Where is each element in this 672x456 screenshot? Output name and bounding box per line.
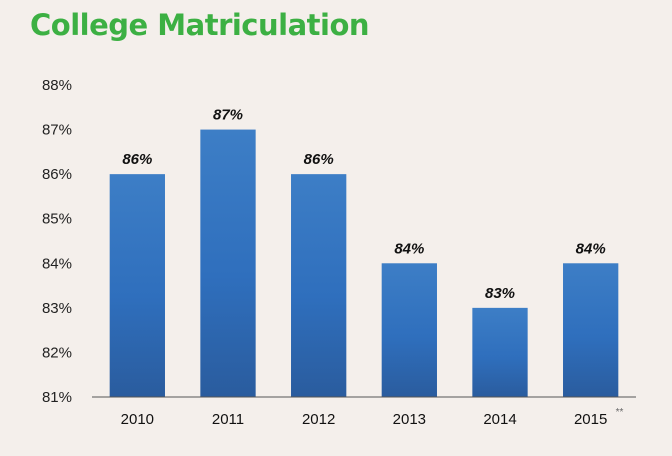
category-footnote-marker: ** — [616, 407, 624, 418]
x-tick-label-2010: 2010 — [121, 411, 154, 428]
data-label-2015: 84% — [576, 240, 606, 257]
chart-title: College Matriculation — [30, 8, 370, 42]
y-axis: 81% 82% 83% 84% 85% 86% 87% 88% — [42, 77, 72, 406]
y-tick-label: 87% — [42, 122, 72, 139]
y-tick-label: 84% — [42, 255, 72, 272]
y-tick-label: 82% — [42, 344, 72, 361]
x-tick-label-2014: 2014 — [483, 411, 516, 428]
x-tick-label-2015: 2015 — [574, 411, 607, 428]
data-label-2011: 87% — [213, 107, 243, 124]
bar-2013 — [381, 263, 437, 397]
data-label-2012: 86% — [304, 151, 334, 168]
y-tick-label: 85% — [42, 211, 72, 228]
data-label-2013: 84% — [394, 240, 424, 257]
x-tick-label-2011: 2011 — [212, 411, 244, 428]
y-tick-label: 81% — [42, 389, 72, 406]
x-tick-label-2012: 2012 — [302, 411, 335, 428]
bars: 86% 87% 86% 84% 83% 84% — [109, 107, 619, 398]
y-tick-label: 83% — [42, 300, 72, 317]
y-tick-label: 88% — [42, 77, 72, 94]
x-axis: 2010 2011 2012 2013 2014 2015 ** — [92, 396, 636, 428]
bar-2010 — [109, 174, 165, 397]
y-tick-label: 86% — [42, 166, 72, 183]
bar-2011 — [200, 129, 256, 398]
x-tick-label-2013: 2013 — [393, 411, 426, 428]
bar-2015 — [563, 263, 619, 397]
data-label-2010: 86% — [122, 151, 152, 168]
data-label-2014: 83% — [485, 285, 515, 302]
bar-2012 — [291, 174, 347, 397]
bar-2014 — [472, 307, 528, 397]
